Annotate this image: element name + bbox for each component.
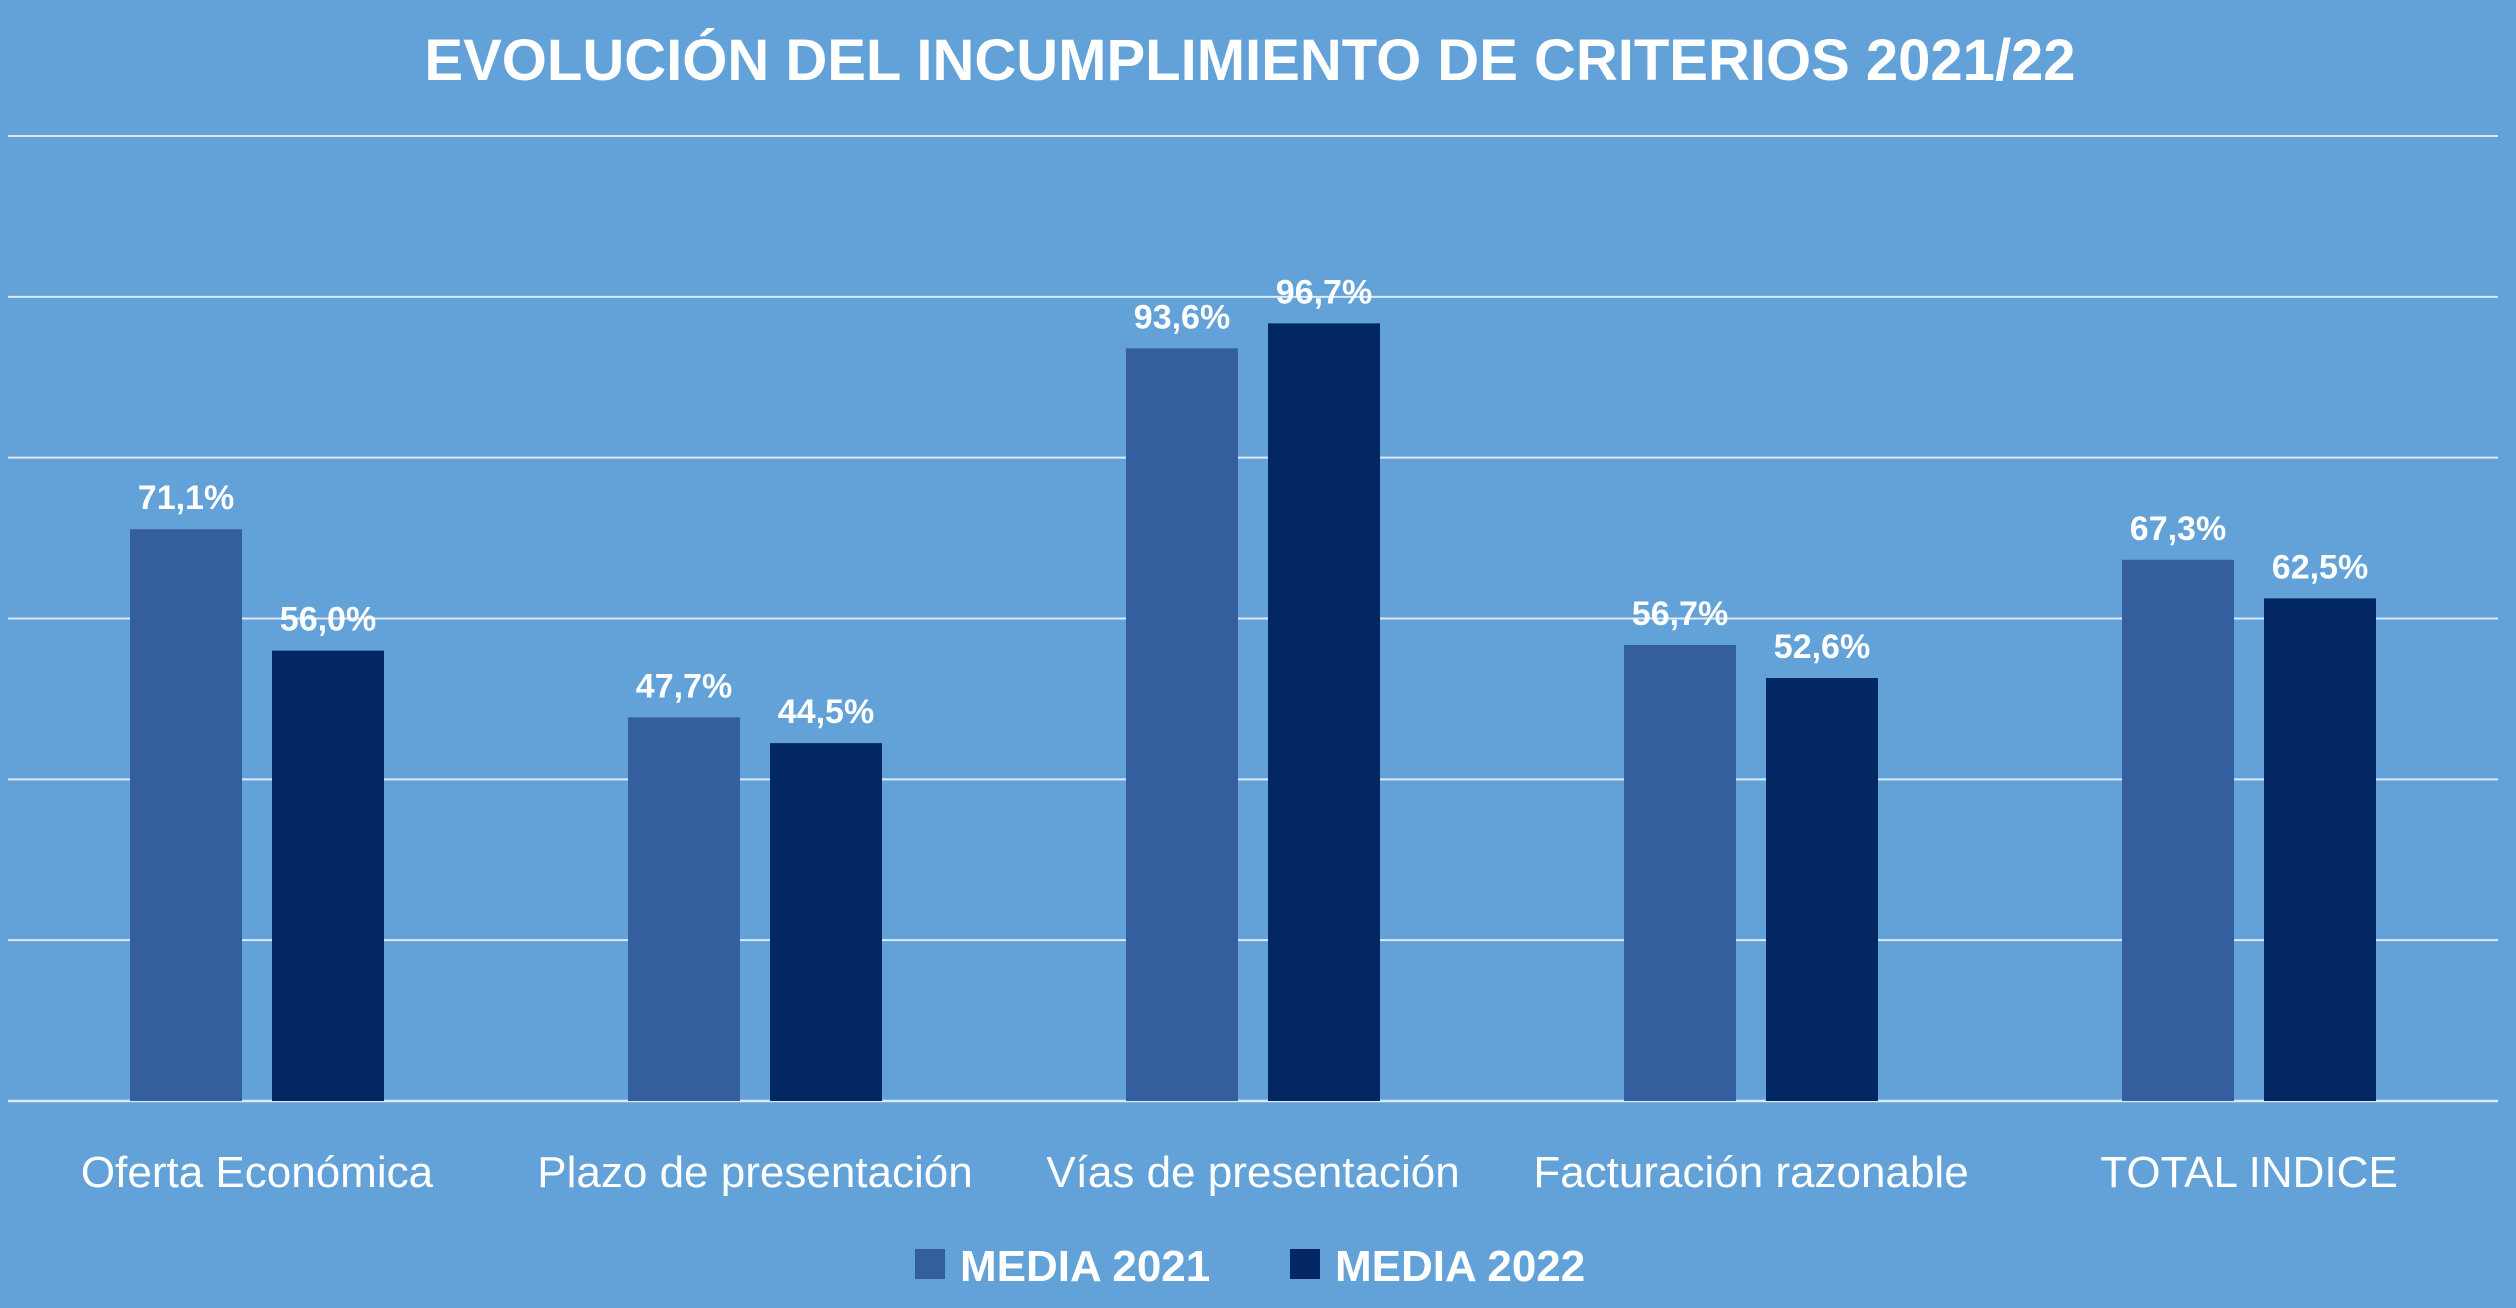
data-label: 62,5% xyxy=(2272,548,2368,586)
data-label: 93,6% xyxy=(1134,298,1230,336)
bar xyxy=(1766,678,1878,1101)
data-labels: 71,1% 56,0% 47,7% 44,5% 93,6% 96,7% 56,7% 52,6%… xyxy=(138,273,2368,731)
gridlines xyxy=(8,135,2498,1103)
category-labels: Oferta Económica Plazo de presentación Vía… xyxy=(81,1148,2398,1197)
data-label: 44,5% xyxy=(778,693,874,731)
bar xyxy=(130,529,242,1101)
category-label: TOTAL INDICE xyxy=(2100,1148,2397,1197)
category-label: Vías de presentación xyxy=(1046,1148,1459,1197)
bar xyxy=(1268,323,1380,1101)
bar xyxy=(1126,348,1238,1101)
category-label: Oferta Económica xyxy=(81,1148,434,1197)
legend-label: MEDIA 2021 xyxy=(960,1242,1210,1291)
data-label: 96,7% xyxy=(1276,273,1372,311)
legend-label: MEDIA 2022 xyxy=(1335,1242,1585,1291)
data-label: 52,6% xyxy=(1774,628,1870,666)
category-label: Plazo de presentación xyxy=(537,1148,972,1197)
bar xyxy=(770,743,882,1101)
data-label: 56,7% xyxy=(1632,595,1728,633)
bar xyxy=(272,650,384,1101)
bar xyxy=(2122,559,2234,1101)
bar xyxy=(1624,645,1736,1101)
legend-swatch xyxy=(915,1249,945,1279)
data-label: 67,3% xyxy=(2130,510,2226,548)
legend-swatch xyxy=(1290,1249,1320,1279)
category-label: Facturación razonable xyxy=(1533,1148,1968,1197)
legend: MEDIA 2021 MEDIA 2022 xyxy=(915,1242,1585,1291)
bars xyxy=(130,323,2376,1101)
chart-title: EVOLUCIÓN DEL INCUMPLIMIENTO DE CRITERIO… xyxy=(424,28,2075,93)
data-label: 47,7% xyxy=(636,667,732,705)
bar xyxy=(2264,598,2376,1101)
data-label: 71,1% xyxy=(138,479,234,517)
data-label: 56,0% xyxy=(280,601,376,639)
bar xyxy=(628,717,740,1101)
